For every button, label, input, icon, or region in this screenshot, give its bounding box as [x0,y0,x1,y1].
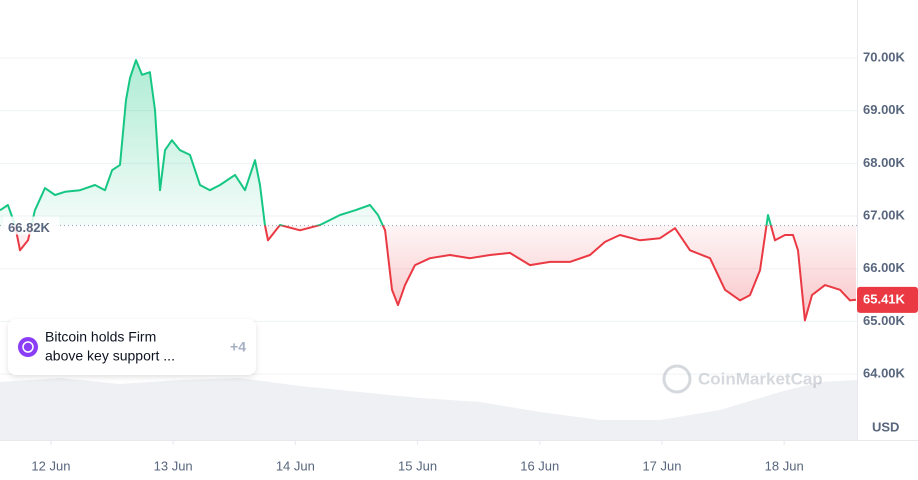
y-tick-label: 68.00K [863,155,906,170]
news-icon [18,337,38,357]
y-tick-label: 70.00K [863,49,906,64]
x-tick-label: 14 Jun [276,458,315,473]
last-price-tag [857,286,918,313]
y-unit: USD [872,419,899,434]
y-tick-label: 66.00K [863,260,906,275]
news-line: Bitcoin holds Firm [45,329,156,345]
news-more[interactable]: +4 [230,339,246,355]
watermark-logo [662,364,692,394]
x-tick-label: 18 Jun [765,458,804,473]
news-card[interactable] [8,319,256,375]
volume-area [0,378,857,440]
news-icon-glyph [22,341,34,353]
baseline-label: 66.82K [8,220,51,235]
news-card-bg[interactable] [8,319,256,375]
x-tick-label: 17 Jun [642,458,681,473]
x-tick-label: 12 Jun [31,458,70,473]
x-tick-label: 15 Jun [398,458,437,473]
last-price-label: 65.41K [863,291,906,306]
y-tick-label: 67.00K [863,207,906,222]
price-line [0,59,857,322]
baseline-label-bg [3,216,59,235]
y-tick-label: 64.00K [863,366,906,381]
watermark: CoinMarketCap [662,364,823,394]
x-tick-label: 16 Jun [520,458,559,473]
price-area [0,60,856,321]
news-line: above key support ... [45,348,175,364]
watermark-text: CoinMarketCap [698,369,823,388]
y-tick-label: 65.00K [863,313,906,328]
x-tick-label: 13 Jun [154,458,193,473]
y-tick-label: 69.00K [863,102,906,117]
